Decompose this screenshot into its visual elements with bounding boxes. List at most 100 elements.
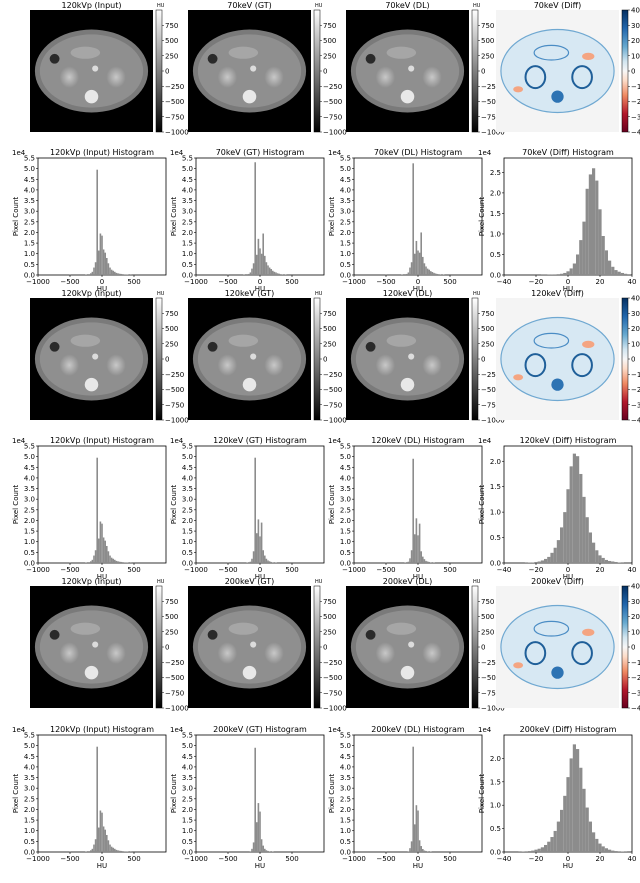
y-tick-label: 4.5 — [340, 464, 351, 472]
right-kidney — [106, 642, 126, 665]
histogram-bar — [528, 851, 532, 852]
image-panel: 120keV (GT) HU 750 500 250 0 −250 −500 −750 −1000 — [188, 289, 347, 425]
histogram-bar — [91, 848, 94, 852]
histogram-bar — [528, 562, 532, 563]
diff-body-outline — [500, 28, 615, 114]
right-kidney — [264, 66, 284, 89]
y-tick-label: 1.5 — [490, 483, 501, 491]
colorbar-tick-label: −250 — [165, 659, 184, 667]
histogram-bar — [537, 561, 541, 563]
colorbar-tick-label: 0 — [631, 68, 635, 76]
histogram-bar — [268, 851, 271, 852]
y-tick-label: 3.0 — [340, 208, 351, 216]
right-kidney — [422, 66, 442, 89]
histogram-bar — [98, 538, 100, 563]
image-panel: 200keV (Diff) 40 30 20 10 0 −10 −20 −30 −40 — [496, 577, 640, 713]
y-tick-label: 5.0 — [340, 742, 351, 750]
histogram-bar — [524, 851, 528, 852]
histogram-title: 120keV (DL) Histogram — [371, 436, 465, 445]
gray-colorbar — [155, 585, 163, 709]
bowel — [386, 622, 417, 635]
y-tick-label: 3.0 — [340, 785, 351, 793]
y-tick-label: 2.5 — [340, 795, 351, 803]
histogram-bar — [544, 844, 548, 852]
histogram-bar — [588, 532, 592, 563]
histogram-bar — [566, 777, 570, 852]
histogram-bar — [123, 851, 126, 852]
y-tick-label: 4.5 — [340, 753, 351, 761]
y-tick-label: 4.5 — [182, 753, 193, 761]
histogram-bar — [624, 273, 628, 275]
y-tick-label: 0.0 — [24, 560, 35, 568]
histogram-bar — [407, 561, 410, 563]
histogram-bar — [118, 273, 121, 275]
histogram-title: 120kVp (Input) Histogram — [50, 436, 154, 445]
diff-negative-spot — [582, 628, 595, 637]
histogram-bar — [614, 270, 618, 275]
colorbar-unit: HU — [315, 579, 323, 585]
y-axis-label: Pixel Count — [12, 485, 20, 524]
x-tick-label: −500 — [60, 566, 79, 574]
colorbar-tick-label: 750 — [481, 310, 494, 318]
histogram-bar — [96, 457, 98, 563]
gray-colorbar — [313, 297, 321, 421]
histogram-bar — [563, 795, 567, 852]
y-scale-label: 1e4 — [12, 726, 26, 734]
y-tick-label: 0.5 — [182, 261, 193, 269]
histogram-bar — [540, 847, 544, 852]
histogram-bar — [553, 274, 557, 275]
histogram-bar — [426, 561, 429, 563]
y-scale-label: 1e4 — [12, 149, 26, 157]
colorbar-tick-label: 0 — [481, 644, 485, 652]
x-tick-label: 500 — [285, 278, 298, 286]
x-axis-label: HU — [413, 862, 423, 870]
histogram-panel: 120kVp (Input) Histogram 1e4 0.0 0.5 1.0 1.5 2… — [12, 148, 167, 293]
histogram-bar — [569, 268, 573, 275]
diff-right-kidney — [571, 641, 593, 666]
colorbar-tick-label: 250 — [165, 52, 178, 60]
histogram-bar — [598, 555, 602, 563]
histogram-bar — [585, 807, 589, 852]
histogram-bar — [102, 537, 105, 563]
y-tick-label: 1.0 — [24, 250, 35, 258]
colorbar-tick-label: 250 — [323, 52, 336, 60]
colorbar-tick-label: 750 — [323, 310, 336, 318]
histogram-bar — [115, 272, 118, 275]
histogram-bar — [534, 561, 538, 563]
histogram-bar — [118, 850, 121, 852]
histogram-bar — [88, 562, 90, 563]
histogram-bar — [585, 517, 589, 563]
right-kidney — [422, 354, 442, 377]
gray-colorbar — [471, 297, 479, 421]
diff-vertebra — [551, 378, 564, 391]
y-tick-label: 1.0 — [490, 802, 501, 810]
gas-pocket — [207, 53, 218, 64]
colorbar-tick-label: 30 — [631, 598, 640, 606]
gas-pocket — [49, 341, 60, 352]
x-tick-label: 500 — [443, 566, 456, 574]
histogram-bar — [90, 850, 92, 852]
x-tick-label: −500 — [376, 566, 395, 574]
y-tick-label: 1.5 — [182, 528, 193, 536]
colorbar-tick-label: 40 — [631, 583, 640, 591]
image-panel: 120keV (Diff) 40 30 20 10 0 −10 −20 −30 −40 — [496, 289, 640, 425]
y-tick-label: 0.5 — [24, 261, 35, 269]
histogram-title: 120kVp (Input) Histogram — [50, 725, 154, 734]
x-tick-label: 500 — [285, 855, 298, 863]
vertebra — [400, 665, 415, 680]
y-axis-label: Pixel Count — [478, 774, 486, 813]
histogram-bar — [120, 850, 122, 852]
x-tick-label: 0 — [100, 566, 104, 574]
histogram-bar — [120, 561, 122, 563]
bowel — [70, 46, 101, 59]
colorbar-tick-label: −750 — [481, 113, 500, 121]
soft-tissue — [197, 322, 302, 396]
histogram-bar — [410, 262, 413, 275]
histogram-bar — [576, 749, 580, 852]
histogram-bar — [115, 560, 118, 563]
bowel — [386, 46, 417, 59]
colorbar-tick-label: −250 — [481, 83, 500, 91]
x-tick-label: −500 — [218, 278, 237, 286]
y-tick-label: 0.5 — [490, 251, 501, 259]
y-tick-label: 4.5 — [24, 753, 35, 761]
